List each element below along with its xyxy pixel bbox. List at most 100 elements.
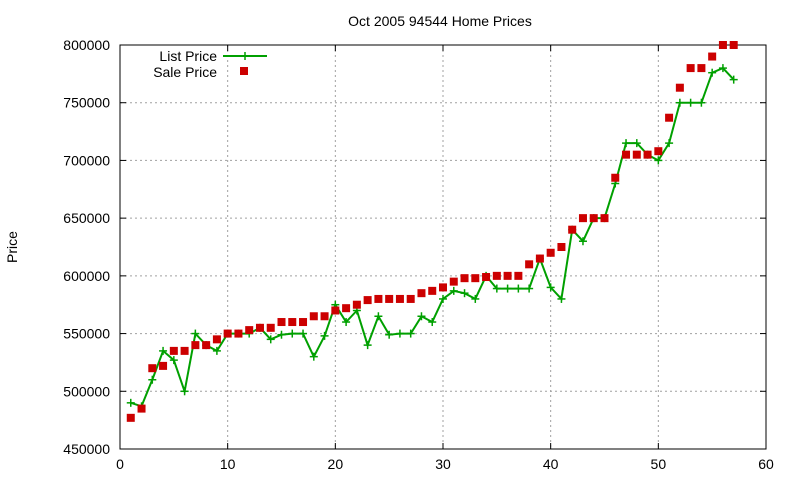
y-tick-label: 600000 <box>63 268 110 284</box>
sale-price-point <box>643 150 652 159</box>
x-tick-label: 20 <box>328 456 344 472</box>
x-tick-label: 40 <box>543 456 559 472</box>
sale-price-point <box>342 304 351 313</box>
x-tick-label: 0 <box>116 456 124 472</box>
list-price-point <box>665 139 674 148</box>
list-price-point <box>126 398 135 407</box>
y-tick-label: 700000 <box>63 152 110 168</box>
y-axis-label: Price <box>4 231 20 263</box>
list-price-point <box>503 284 512 293</box>
list-price-point <box>169 356 178 365</box>
sale-price-point <box>428 286 437 295</box>
sale-price-point <box>352 300 361 309</box>
sale-price-point <box>277 318 286 327</box>
sale-price-point <box>525 260 534 269</box>
sale-price-point <box>309 312 318 321</box>
sale-price-point <box>223 329 232 338</box>
sale-price-point <box>492 271 501 280</box>
list-price-point <box>622 139 631 148</box>
x-tick-label: 50 <box>651 456 667 472</box>
list-price-point <box>385 330 394 339</box>
sale-price-point <box>600 214 609 223</box>
list-price-point <box>449 286 458 295</box>
list-price-point <box>708 68 717 77</box>
list-price-point <box>288 329 297 338</box>
list-price-point <box>675 98 684 107</box>
sale-price-point <box>234 329 243 338</box>
list-price-point <box>320 331 329 340</box>
list-price-point <box>439 294 447 303</box>
list-price-point <box>428 318 437 327</box>
sale-price-point <box>148 364 157 373</box>
sale-price-point <box>439 283 447 292</box>
grid <box>120 45 766 449</box>
sale-price-point <box>729 41 738 49</box>
sale-price-point <box>255 323 264 332</box>
list-price-point <box>546 283 555 292</box>
list-price-point <box>718 64 727 73</box>
sale-price-point <box>632 150 641 159</box>
sale-price-point <box>191 341 200 350</box>
y-tick-label: 450000 <box>63 441 110 457</box>
sale-price-point <box>169 346 178 355</box>
sale-price-point <box>202 341 211 350</box>
list-price-point <box>514 284 523 293</box>
x-tick-label: 30 <box>435 456 451 472</box>
sale-price-point <box>449 277 458 286</box>
list-price-point <box>148 375 157 384</box>
y-tick-label: 500000 <box>63 383 110 399</box>
list-price-point <box>632 139 641 148</box>
sale-price-point <box>374 294 383 303</box>
y-tick-label: 750000 <box>63 95 110 111</box>
y-tick-label: 650000 <box>63 210 110 226</box>
list-price-point <box>212 346 221 355</box>
y-tick-label: 550000 <box>63 326 110 342</box>
sale-price-point <box>180 346 189 355</box>
sale-price-point <box>665 113 674 122</box>
legend-swatch-sale-price <box>240 67 248 75</box>
list-price-point <box>729 75 738 84</box>
sale-price-point <box>622 150 631 159</box>
sale-price-point <box>137 404 146 413</box>
y-tick-label: 800000 <box>63 37 110 53</box>
list-price-point <box>525 284 534 293</box>
list-price-line <box>130 66 735 408</box>
sale-price-point <box>471 274 480 283</box>
list-price-point <box>578 237 587 246</box>
legend-label-list-price: List Price <box>159 48 217 64</box>
list-price-point <box>417 312 426 321</box>
chart-title: Oct 2005 94544 Home Prices <box>348 13 532 29</box>
list-price-point <box>471 294 480 303</box>
sale-price-point <box>159 361 168 370</box>
sale-price-point <box>288 318 297 327</box>
sale-price-point <box>320 312 329 321</box>
list-price-point <box>374 312 383 321</box>
list-price-point <box>277 330 286 339</box>
list-price-point <box>309 352 318 361</box>
sale-price-point <box>385 294 394 303</box>
sale-price-point <box>331 306 340 315</box>
sale-price-point <box>482 273 491 282</box>
sale-price-point <box>406 294 415 303</box>
sale-price-point <box>126 413 135 422</box>
sale-price-point <box>363 296 372 305</box>
legend-label-sale-price: Sale Price <box>153 64 217 80</box>
list-price-point <box>697 98 706 107</box>
sale-price-point <box>611 173 620 182</box>
list-price-point <box>159 346 168 355</box>
sale-price-point <box>395 294 404 303</box>
list-price-point <box>342 318 351 327</box>
sale-price-point <box>212 335 221 344</box>
sale-price-point <box>718 41 727 49</box>
sale-price-point <box>578 214 587 223</box>
list-price-point <box>191 329 200 338</box>
list-price-point <box>492 284 501 293</box>
sale-price-point <box>686 64 695 73</box>
sale-price-point <box>708 52 717 61</box>
series-layer <box>126 41 738 422</box>
sale-price-point <box>245 326 254 335</box>
list-price-point <box>557 294 566 303</box>
x-tick-label: 60 <box>758 456 774 472</box>
